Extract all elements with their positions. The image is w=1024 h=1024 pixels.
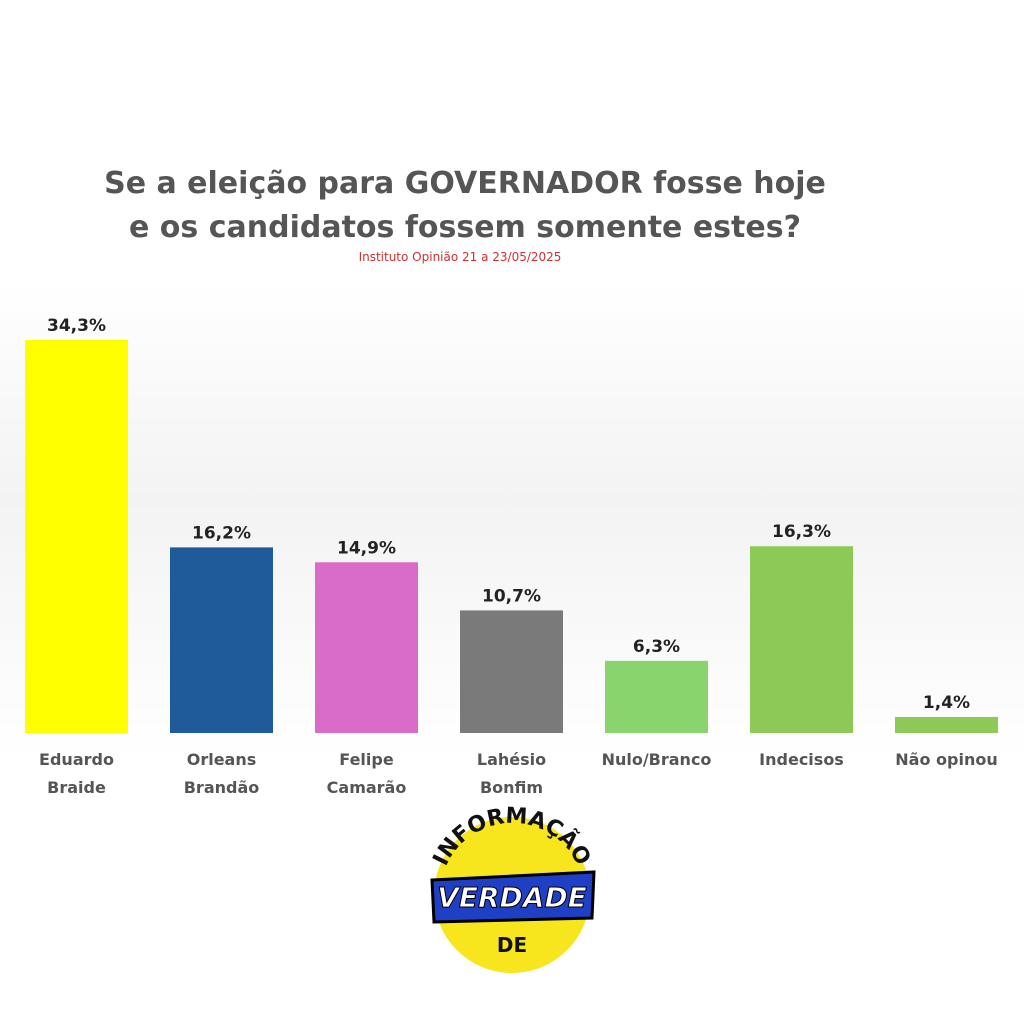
chart-title: e os candidatos fossem somente estes? [129,210,801,245]
value-label: 16,3% [772,522,831,542]
bar [25,340,128,733]
value-label: 34,3% [47,316,106,336]
category-label: Eduardo Braide [39,750,114,797]
value-label: 1,4% [923,693,970,713]
value-label: 16,2% [192,523,251,543]
bar [315,562,418,733]
bar [460,610,563,733]
category-label: Lahésio Bonfim [476,750,547,797]
value-label: 14,9% [337,538,396,558]
category-label: Não opinou [895,750,998,769]
bar [170,547,273,733]
logo-bottom: DE [497,933,527,957]
chart-title: Se a eleição para GOVERNADOR fosse hoje [104,166,826,201]
category-label: Orleans Brandão [183,750,260,797]
chart-subtitle: Instituto Opinião 21 a 23/05/2025 [358,250,562,264]
value-label: 6,3% [633,637,680,657]
logo-band [430,870,596,924]
bar [605,660,708,733]
bar [895,716,998,733]
bar [750,546,853,733]
logo-middle: VERDADE [437,881,587,914]
category-label: Indecisos [759,750,844,769]
logo: INFORMAÇÃO VERDADE DE [429,804,596,973]
value-label: 10,7% [482,586,541,606]
category-label: Felipe Camarão [326,750,407,797]
category-label: Nulo/Branco [601,750,712,769]
